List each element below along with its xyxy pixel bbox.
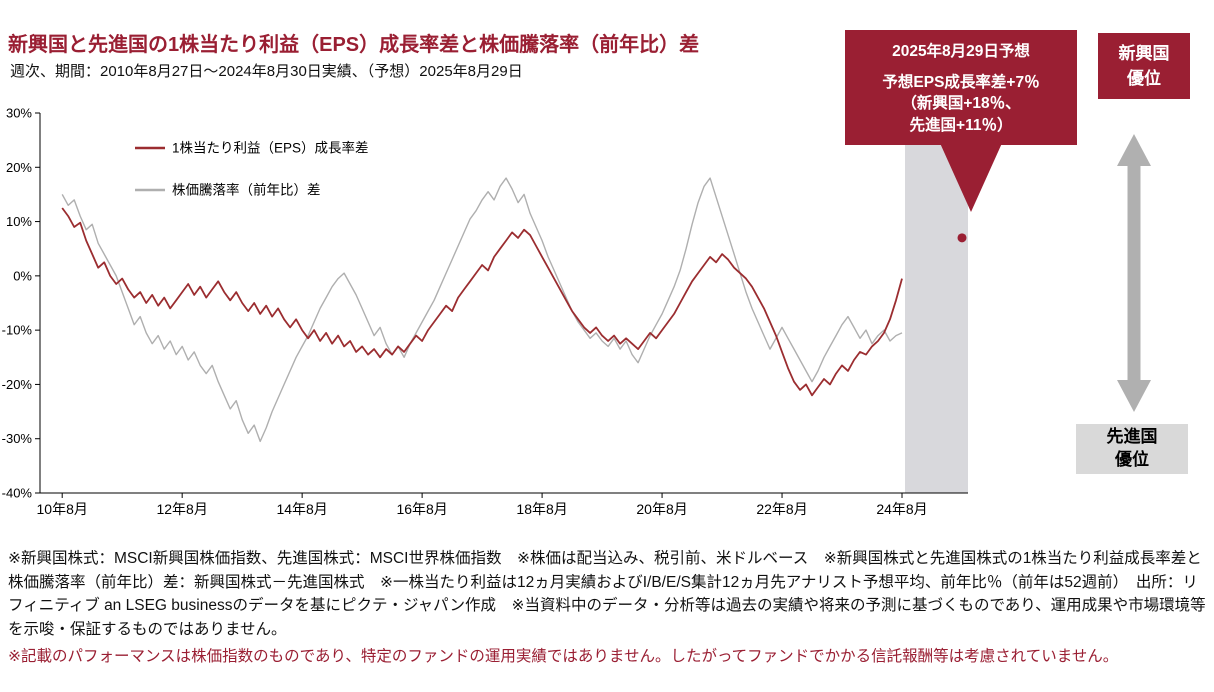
x-tick-label: 16年8月 — [396, 501, 447, 517]
emerging-advantage-line2: 優位 — [1127, 69, 1161, 88]
developed-advantage-label: 先進国 優位 — [1076, 424, 1188, 474]
series-line-1 — [61, 177, 903, 443]
emerging-advantage-line1: 新興国 — [1118, 43, 1170, 63]
footnote-2: ※記載のパフォーマンスは株価指数のものであり、特定のファンドの運用実績ではありま… — [8, 648, 1119, 666]
y-tick-label: -10% — [2, 323, 33, 338]
x-tick-label: 20年8月 — [636, 501, 687, 517]
page-title: 新興国と先進国の1株当たり利益（EPS）成長率差と株価騰落率（前年比）差 — [8, 34, 700, 56]
emerging-advantage-label: 新興国 優位 — [1098, 33, 1190, 99]
x-axis: 10年8月 12年8月 14年8月 16年8月 18年8月 20年8月 22年8月 24年8月 — [37, 493, 928, 517]
x-tick-label: 18年8月 — [516, 501, 567, 517]
y-tick-label: -30% — [2, 431, 33, 446]
y-tick-label: 10% — [6, 214, 32, 229]
y-tick-label: 30% — [6, 106, 32, 121]
legend-label: 株価騰落率（前年比）差 — [172, 182, 321, 198]
legend-label: 1株当たり利益（EPS）成長率差 — [172, 140, 369, 156]
y-tick-label: 20% — [6, 160, 32, 175]
y-axis: 30% 20% 10% 0% -10% -20% -30% -40% — [2, 106, 40, 501]
forecast-callout-heading: 2025年8月29日予想 — [892, 43, 1030, 60]
eps-vs-price-line-chart: 30% 20% 10% 0% -10% -20% -30% -40% 10年8月 12年8月 14年… — [2, 106, 968, 517]
chart-area: 30% 20% 10% 0% -10% -20% -30% -40% 10年8月 12年8月 14年… — [0, 100, 990, 520]
x-tick-label: 22年8月 — [756, 501, 807, 517]
direction-arrow-icon — [1114, 132, 1154, 414]
y-tick-label: 0% — [13, 268, 32, 283]
developed-advantage-line2: 優位 — [1115, 450, 1149, 469]
developed-advantage-line1: 先進国 — [1106, 427, 1158, 447]
forecast-callout-body-line3: 先進国+11％） — [909, 117, 1013, 135]
x-tick-label: 24年8月 — [876, 501, 927, 517]
forecast-callout-body-line1: 予想EPS成長率差+7％ — [882, 73, 1040, 91]
x-tick-label: 10年8月 — [37, 501, 88, 517]
x-tick-label: 12年8月 — [156, 501, 207, 517]
series-line-0 — [61, 207, 903, 397]
chart-subtitle: 週次、期間：2010年8月27日～2024年8月30日実績、（予想）2025年8… — [10, 63, 523, 80]
y-tick-label: -20% — [2, 377, 33, 392]
forecast-point — [957, 233, 967, 243]
y-tick-label: -40% — [2, 486, 33, 501]
forecast-callout-body-line2: （新興国+18％、 — [901, 95, 1021, 113]
forecast-callout-pointer — [935, 132, 1007, 212]
footnotes: ※新興国株式：MSCI新興国株価指数、先進国株式：MSCI世界株価指数 ※株価は… — [8, 547, 1208, 673]
x-tick-label: 14年8月 — [276, 501, 327, 517]
forecast-callout: 2025年8月29日予想 予想EPS成長率差+7％ （新興国+18％、 先進国+… — [845, 30, 1077, 145]
axes — [39, 113, 968, 494]
footnote-1: ※新興国株式：MSCI新興国株価指数、先進国株式：MSCI世界株価指数 ※株価は… — [8, 550, 1206, 638]
